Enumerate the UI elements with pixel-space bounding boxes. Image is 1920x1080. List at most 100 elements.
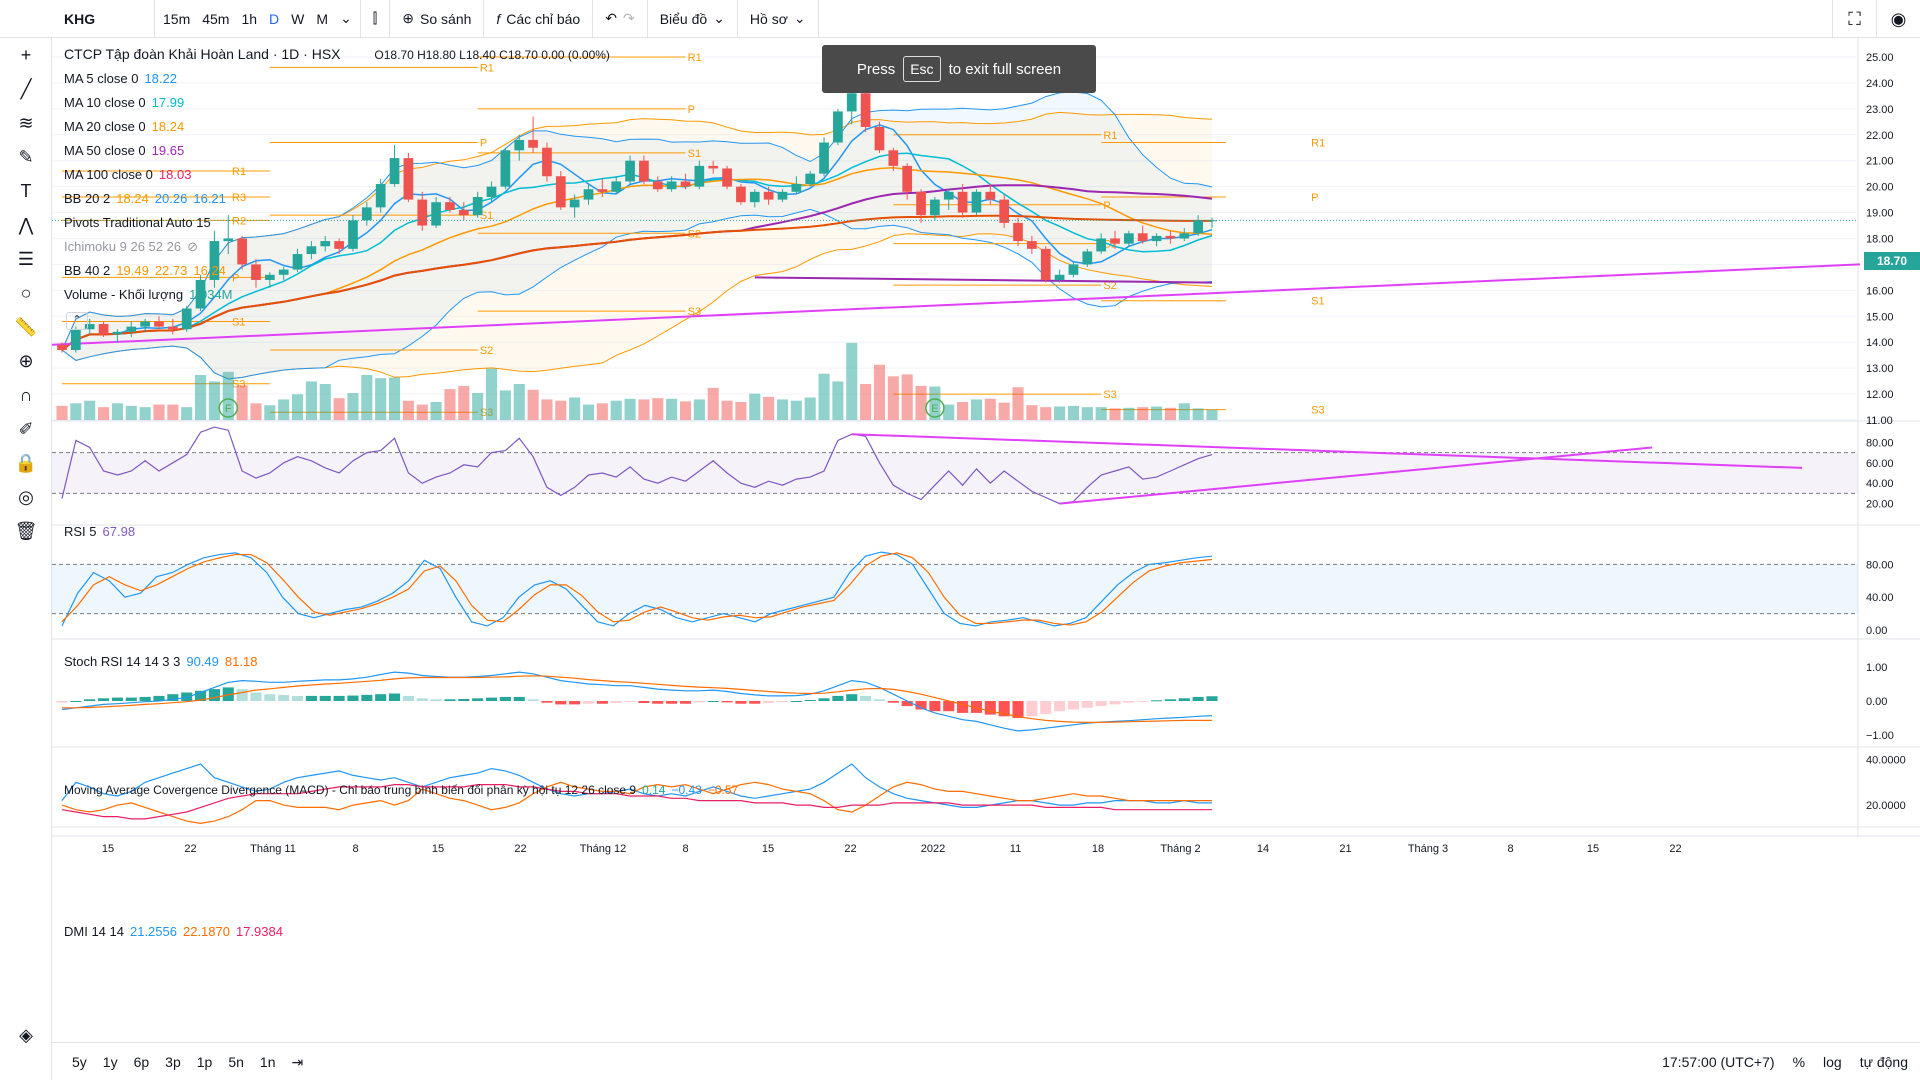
legend-bb20[interactable]: BB 20 2 18.24 20.26 16.21 xyxy=(64,191,226,206)
lock-drawing-icon[interactable]: ✐ xyxy=(18,418,34,439)
candle-body xyxy=(555,176,566,208)
goto-date-icon[interactable]: ⇥ xyxy=(291,1053,304,1070)
percent-toggle[interactable]: % xyxy=(1792,1054,1806,1070)
volume-bar xyxy=(721,400,733,420)
chart-canvas[interactable]: 25.00 24.00 23.00 22.00 21.00 20.00 19.00 18.00… xyxy=(52,38,1920,1042)
redo-icon[interactable]: ↷ xyxy=(622,10,635,26)
pivot-label: R2 xyxy=(232,215,246,227)
indicators-button[interactable]: f Các chỉ báo xyxy=(484,0,594,38)
candle-type-button[interactable]: ⫿ xyxy=(361,0,391,38)
legend-ma100[interactable]: MA 100 close 0 18.03 xyxy=(64,167,191,182)
macd-signal-line xyxy=(62,675,1212,723)
time-tick-label: 2022 xyxy=(921,843,945,855)
pivot-label: P xyxy=(688,104,695,116)
time-tick-label: 8 xyxy=(682,843,688,855)
trash-icon[interactable]: 🗑 xyxy=(14,520,38,541)
interval-45m[interactable]: 45m xyxy=(202,10,230,27)
range-5y[interactable]: 5y xyxy=(72,1054,87,1070)
candle-body xyxy=(985,191,996,200)
toast-text: to exit full screen xyxy=(948,60,1062,78)
legend-ma10[interactable]: MA 10 close 0 17.99 xyxy=(64,95,184,110)
pattern-icon[interactable]: ⋀ xyxy=(18,214,34,235)
range-3p[interactable]: 3p xyxy=(165,1054,181,1070)
candle-body xyxy=(445,202,455,210)
bottom-toolbar: 5y 1y 6p 3p 1p 5n 1n ⇥ 17:57:00 (UTC+7) … xyxy=(52,1042,1920,1080)
layers-icon[interactable]: ◈ xyxy=(19,1024,33,1045)
fib-icon[interactable]: ≋ xyxy=(18,112,34,133)
pivot-label: S1 xyxy=(1311,296,1324,308)
undo-icon[interactable]: ↶ xyxy=(605,10,617,26)
time-tick-label: 22 xyxy=(844,843,856,855)
legend-ma5[interactable]: MA 5 close 0 18.22 xyxy=(64,71,177,86)
ruler-icon[interactable]: 📏 xyxy=(14,316,38,337)
brush-icon[interactable]: ✎ xyxy=(18,146,34,167)
symbol-search[interactable]: KHG xyxy=(0,0,155,38)
volume-bar xyxy=(707,387,719,420)
macd-hist-bar xyxy=(970,701,982,713)
chevron-down-icon: ⌄ xyxy=(793,10,806,26)
circle-icon[interactable]: ○ xyxy=(20,282,32,303)
volume-bar xyxy=(527,389,539,420)
collapse-legend-icon[interactable]: ⌃ xyxy=(66,312,88,330)
fullscreen-icon[interactable]: ⛶ xyxy=(1832,0,1876,38)
magnet-icon[interactable]: ∩ xyxy=(19,384,33,405)
zoom-icon[interactable]: ⊕ xyxy=(18,350,34,371)
volume-bar xyxy=(652,398,664,420)
volume-bar xyxy=(887,376,899,420)
interval-d[interactable]: D xyxy=(269,10,280,27)
candle-body xyxy=(583,189,594,200)
macd-hist-bar xyxy=(375,694,387,701)
legend-rsi[interactable]: RSI 5 67.98 xyxy=(64,524,135,539)
range-1p[interactable]: 1p xyxy=(196,1054,213,1070)
range-5n[interactable]: 5n xyxy=(228,1054,244,1070)
legend-title: CTCP Tập đoàn Khải Hoàn Land · 1D · HSX … xyxy=(64,46,610,62)
legend-stoch[interactable]: Stoch RSI 14 14 3 3 90.49 81.18 xyxy=(64,654,257,669)
trendline-icon[interactable]: ╱ xyxy=(20,78,32,99)
crosshair-icon[interactable]: + xyxy=(20,44,32,65)
legend-ma50[interactable]: MA 50 close 0 19.65 xyxy=(64,143,184,158)
legend-ichimoku[interactable]: Ichimoku 9 26 52 26 ⊘ xyxy=(64,239,198,255)
range-6p[interactable]: 6p xyxy=(133,1054,150,1070)
volume-bar xyxy=(153,404,165,420)
legend-volume[interactable]: Volume - Khối lượng 1.034M xyxy=(64,287,233,302)
log-toggle[interactable]: log xyxy=(1823,1054,1842,1070)
volume-bar xyxy=(513,384,525,420)
legend-ma20[interactable]: MA 20 close 0 18.24 xyxy=(64,119,184,134)
range-1n[interactable]: 1n xyxy=(259,1054,276,1070)
volume-bar xyxy=(1081,407,1093,420)
interval-1h[interactable]: 1h xyxy=(241,10,258,27)
candle-body xyxy=(597,189,608,192)
range-1y[interactable]: 1y xyxy=(102,1054,118,1070)
volume-bar xyxy=(319,384,331,420)
interval-15m[interactable]: 15m xyxy=(163,10,191,27)
camera-icon[interactable]: ◉ xyxy=(1876,0,1920,38)
lock-icon[interactable]: 🔒 xyxy=(14,452,38,473)
legend-bb40[interactable]: BB 40 2 19.49 22.73 16.24 xyxy=(64,263,226,278)
profile-button[interactable]: Hồ sơ ⌄ xyxy=(738,0,819,38)
legend-pivots[interactable]: Pivots Traditional Auto 15 xyxy=(64,215,211,230)
interval-w[interactable]: W xyxy=(291,10,305,27)
price-tick-label: 14.00 xyxy=(1866,337,1894,349)
legend-macd[interactable]: Moving Average Covergence Divergence (MA… xyxy=(64,783,738,797)
legend-dmi[interactable]: DMI 14 14 21.2556 22.1870 17.9384 xyxy=(64,924,283,939)
auto-toggle[interactable]: tự động xyxy=(1859,1054,1908,1070)
chart-type-button[interactable]: Biểu đồ ⌄ xyxy=(648,0,738,38)
bb20-lower: 16.21 xyxy=(193,191,226,206)
eye-icon[interactable]: ◎ xyxy=(18,486,34,507)
candle-body xyxy=(1110,238,1120,244)
chart-area[interactable]: 25.00 24.00 23.00 22.00 21.00 20.00 19.00 18.00… xyxy=(52,38,1920,1042)
prediction-icon[interactable]: ☰ xyxy=(17,248,35,269)
volume-bar xyxy=(98,407,110,420)
text-icon[interactable]: T xyxy=(20,180,32,201)
interval-dropdown-icon[interactable]: ⌄ xyxy=(340,10,352,26)
volume-bar xyxy=(541,399,553,420)
compare-button[interactable]: ⊕ So sánh xyxy=(390,0,485,38)
rsi-tick-label: 80.00 xyxy=(1866,437,1894,449)
time-tick-label: Tháng 12 xyxy=(580,843,626,855)
eye-hidden-icon[interactable]: ⊘ xyxy=(187,239,198,254)
price-tick-label: 25.00 xyxy=(1866,52,1894,64)
price-tick-label: 23.00 xyxy=(1866,104,1894,116)
volume-bar xyxy=(1178,403,1190,420)
clock-time[interactable]: 17:57:00 (UTC+7) xyxy=(1662,1054,1775,1070)
interval-m[interactable]: M xyxy=(316,10,329,27)
